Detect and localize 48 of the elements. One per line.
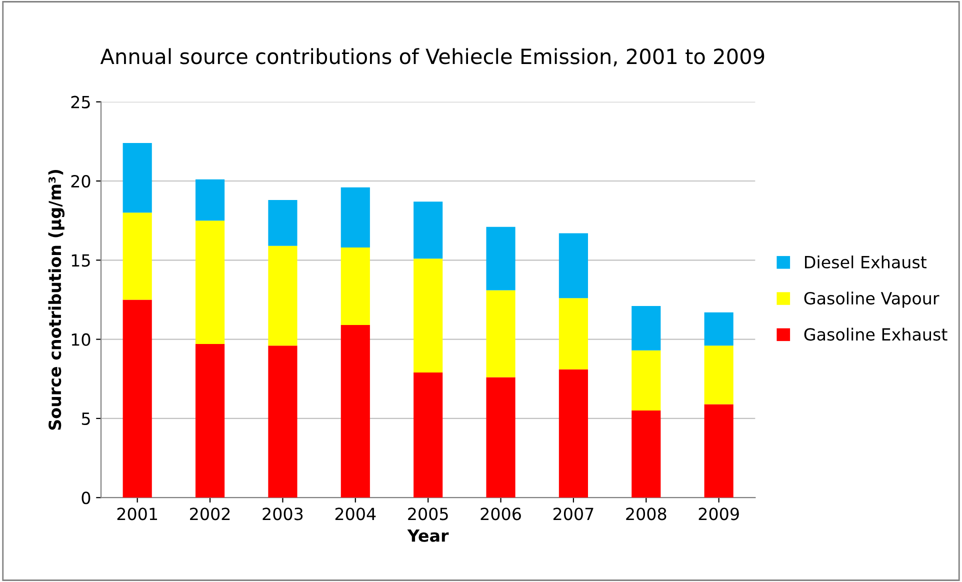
legend-label: Diesel Exhaust bbox=[805, 256, 927, 268]
bar bbox=[558, 233, 588, 298]
bar bbox=[486, 377, 516, 498]
x-tick-label: 2006 bbox=[480, 508, 521, 520]
bar bbox=[414, 258, 443, 373]
y-tick-label: 5 bbox=[82, 412, 90, 426]
bar bbox=[196, 344, 225, 498]
bar bbox=[704, 404, 734, 498]
bar bbox=[268, 246, 298, 346]
x-axis-title: Year bbox=[407, 530, 449, 542]
x-tick-label: 2002 bbox=[190, 508, 230, 520]
x-tick-label: 2009 bbox=[698, 508, 739, 520]
chart-title: Annual source contributions of Vehiecle Emission, 2001 to 2009 bbox=[100, 48, 764, 66]
x-tick-label: 2007 bbox=[553, 508, 594, 520]
bar bbox=[704, 312, 734, 346]
bar bbox=[340, 187, 370, 248]
bar bbox=[340, 325, 370, 498]
legend-label: Gasoline Vapour bbox=[804, 292, 940, 308]
y-tick-label: 20 bbox=[71, 174, 90, 188]
bar bbox=[486, 290, 516, 378]
bar bbox=[196, 220, 225, 344]
bar bbox=[558, 369, 588, 498]
y-axis-title: Source cnotribution (µg/m³) bbox=[48, 170, 65, 430]
bar bbox=[122, 143, 152, 213]
bar bbox=[632, 350, 661, 411]
bar bbox=[632, 306, 661, 350]
x-tick-label: 2001 bbox=[117, 508, 158, 520]
x-tick-label: 2003 bbox=[262, 508, 303, 520]
bar bbox=[268, 346, 298, 498]
bar bbox=[486, 226, 516, 290]
y-tick-label: 0 bbox=[82, 492, 90, 504]
bar bbox=[340, 247, 370, 326]
legend-label: Gasoline Exhaust bbox=[804, 328, 948, 341]
bar bbox=[268, 200, 298, 246]
x-tick-label: 2004 bbox=[335, 508, 376, 520]
bar bbox=[122, 300, 152, 498]
x-tick-label: 2005 bbox=[408, 508, 448, 520]
bar bbox=[196, 179, 225, 221]
bar bbox=[632, 410, 661, 498]
bar bbox=[414, 202, 443, 259]
bar bbox=[704, 346, 734, 404]
bar bbox=[414, 372, 443, 498]
y-tick-label: 15 bbox=[72, 254, 90, 267]
bar bbox=[558, 298, 588, 370]
y-tick-label: 10 bbox=[72, 333, 90, 346]
y-tick-label: 25 bbox=[71, 96, 90, 108]
x-tick-label: 2008 bbox=[626, 508, 666, 520]
bar bbox=[122, 212, 152, 300]
